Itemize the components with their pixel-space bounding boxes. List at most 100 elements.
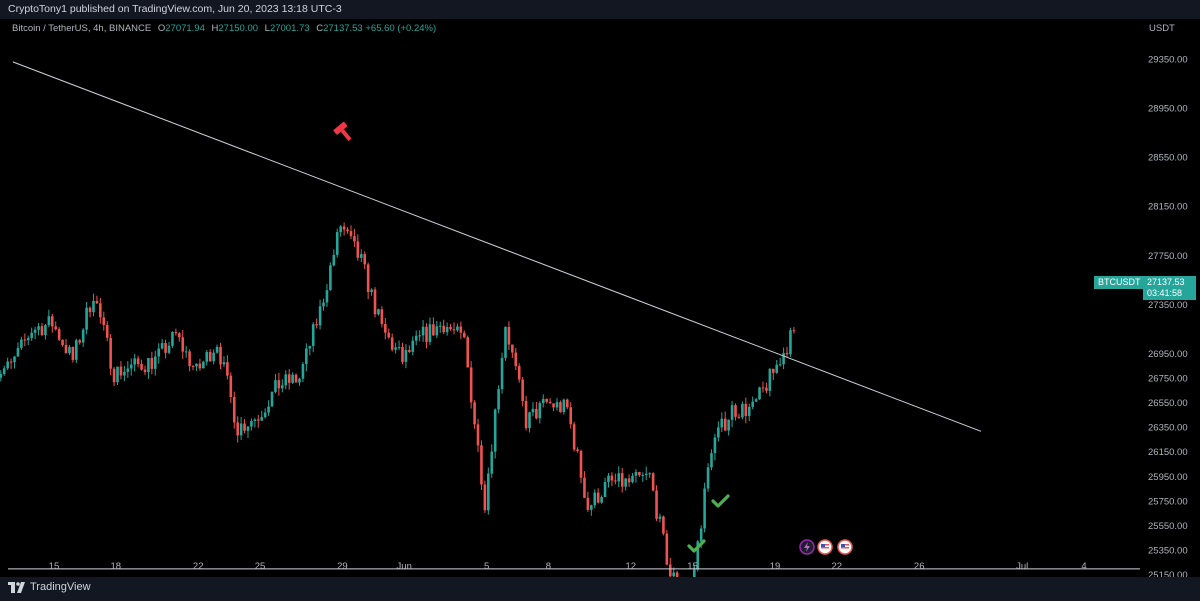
candle-body: [720, 418, 724, 428]
candle-body: [64, 345, 68, 354]
candle-body: [562, 399, 566, 413]
candle-body: [116, 366, 119, 383]
tradingview-logo[interactable]: TradingView: [8, 581, 91, 593]
candle-body: [421, 326, 425, 336]
candle-body: [473, 402, 476, 425]
candle-body: [380, 309, 384, 325]
candle-body: [620, 473, 624, 487]
candle-body: [414, 335, 418, 341]
candle-body: [737, 416, 741, 418]
candle-body: [78, 340, 82, 343]
candle-body: [596, 492, 600, 503]
candle-body: [239, 423, 243, 436]
y-tick-label: 26350.00: [1148, 423, 1188, 434]
candle-body: [68, 346, 71, 354]
candle-body: [339, 226, 342, 233]
candle-body: [565, 399, 569, 408]
candle-body: [384, 324, 387, 333]
y-tick-label: 25950.00: [1148, 472, 1188, 483]
candle-body: [246, 426, 250, 431]
candle-body: [401, 347, 404, 362]
candle-body: [373, 289, 377, 315]
candle-body: [370, 289, 373, 292]
y-tick-label: 26150.00: [1148, 447, 1188, 458]
x-tick-label: 19: [770, 561, 781, 572]
price-scale-currency[interactable]: USDT: [1149, 23, 1175, 34]
x-tick-label: 15: [687, 561, 698, 572]
candle-body: [651, 473, 655, 491]
candle-body: [548, 401, 552, 404]
candle-body: [710, 453, 713, 468]
y-tick-label: 28550.00: [1148, 153, 1188, 164]
candle-body: [638, 471, 641, 476]
candle-body: [260, 417, 264, 421]
candle-body: [363, 254, 367, 265]
candle-body: [390, 337, 394, 350]
candle-body: [768, 368, 772, 391]
candle-body: [44, 325, 47, 336]
candle-body: [50, 316, 54, 327]
candle-body: [408, 350, 411, 352]
candle-body: [411, 340, 415, 352]
candle-body: [212, 352, 215, 362]
candle-body: [236, 422, 239, 436]
candle-body: [198, 363, 202, 369]
candle-body: [112, 368, 116, 383]
candle-body: [432, 324, 435, 336]
candle-body: [617, 473, 621, 482]
candle-body: [476, 424, 480, 446]
candle-body: [394, 347, 397, 350]
candle-body: [603, 481, 607, 497]
candle-body: [521, 379, 524, 401]
candle-body: [6, 361, 9, 369]
candle-body: [528, 412, 531, 429]
x-tick-label: 12: [626, 561, 637, 572]
x-tick-label: 5: [484, 561, 489, 572]
candle-body: [785, 352, 789, 355]
candle-body: [517, 366, 521, 380]
candle-body: [284, 374, 288, 386]
candle-body: [287, 374, 291, 383]
y-tick-label: 28150.00: [1148, 202, 1188, 213]
x-tick-label: Jul: [1016, 561, 1028, 572]
candle-body: [438, 325, 442, 327]
x-tick-label: 22: [193, 561, 204, 572]
candle-body: [462, 332, 466, 338]
candle-body: [782, 352, 785, 365]
candle-body: [675, 572, 679, 577]
candle-body: [75, 340, 78, 360]
candle-body: [507, 326, 511, 345]
candle-body: [353, 236, 356, 242]
us-flag-icon: [837, 539, 853, 555]
legend-high-label: H: [211, 23, 219, 34]
candle-body: [57, 329, 61, 340]
candle-body: [466, 337, 470, 368]
candle-body: [129, 364, 133, 369]
candlestick-chart[interactable]: 29350.00 28950.00 28550.00 28150.00 27750.00…: [0, 19, 1200, 577]
x-tick-label: 25: [255, 561, 266, 572]
y-tick-label: 25150.00: [1148, 570, 1188, 577]
last-price-badge: 27137.53 03:41:58: [1143, 276, 1196, 300]
x-tick-label: 8: [546, 561, 551, 572]
checkmark-icon: [687, 539, 706, 553]
x-tick-label: 26: [914, 561, 925, 572]
candle-body: [267, 406, 270, 413]
candle-body: [226, 362, 229, 376]
ticker-badge: BTCUSDT: [1094, 276, 1145, 289]
candle-body: [202, 361, 205, 369]
candle-body: [167, 345, 171, 353]
candle-body: [552, 403, 555, 408]
candle-body: [136, 358, 140, 364]
chart-area[interactable]: 29350.00 28950.00 28550.00 28150.00 27750.00…: [0, 19, 1200, 577]
legend-symbol: Bitcoin / TetherUS, 4h, BINANCE: [12, 23, 152, 34]
candle-body: [754, 399, 758, 402]
y-tick-label: 25350.00: [1148, 545, 1188, 556]
legend-low-label: L: [264, 23, 270, 34]
candle-body: [274, 380, 277, 393]
candle-body: [627, 478, 631, 483]
candle-body: [332, 254, 336, 266]
bar-countdown: 03:41:58: [1147, 288, 1183, 298]
x-tick-label: Jun: [397, 561, 412, 572]
candle-body: [593, 492, 597, 506]
candle-body: [133, 358, 136, 365]
